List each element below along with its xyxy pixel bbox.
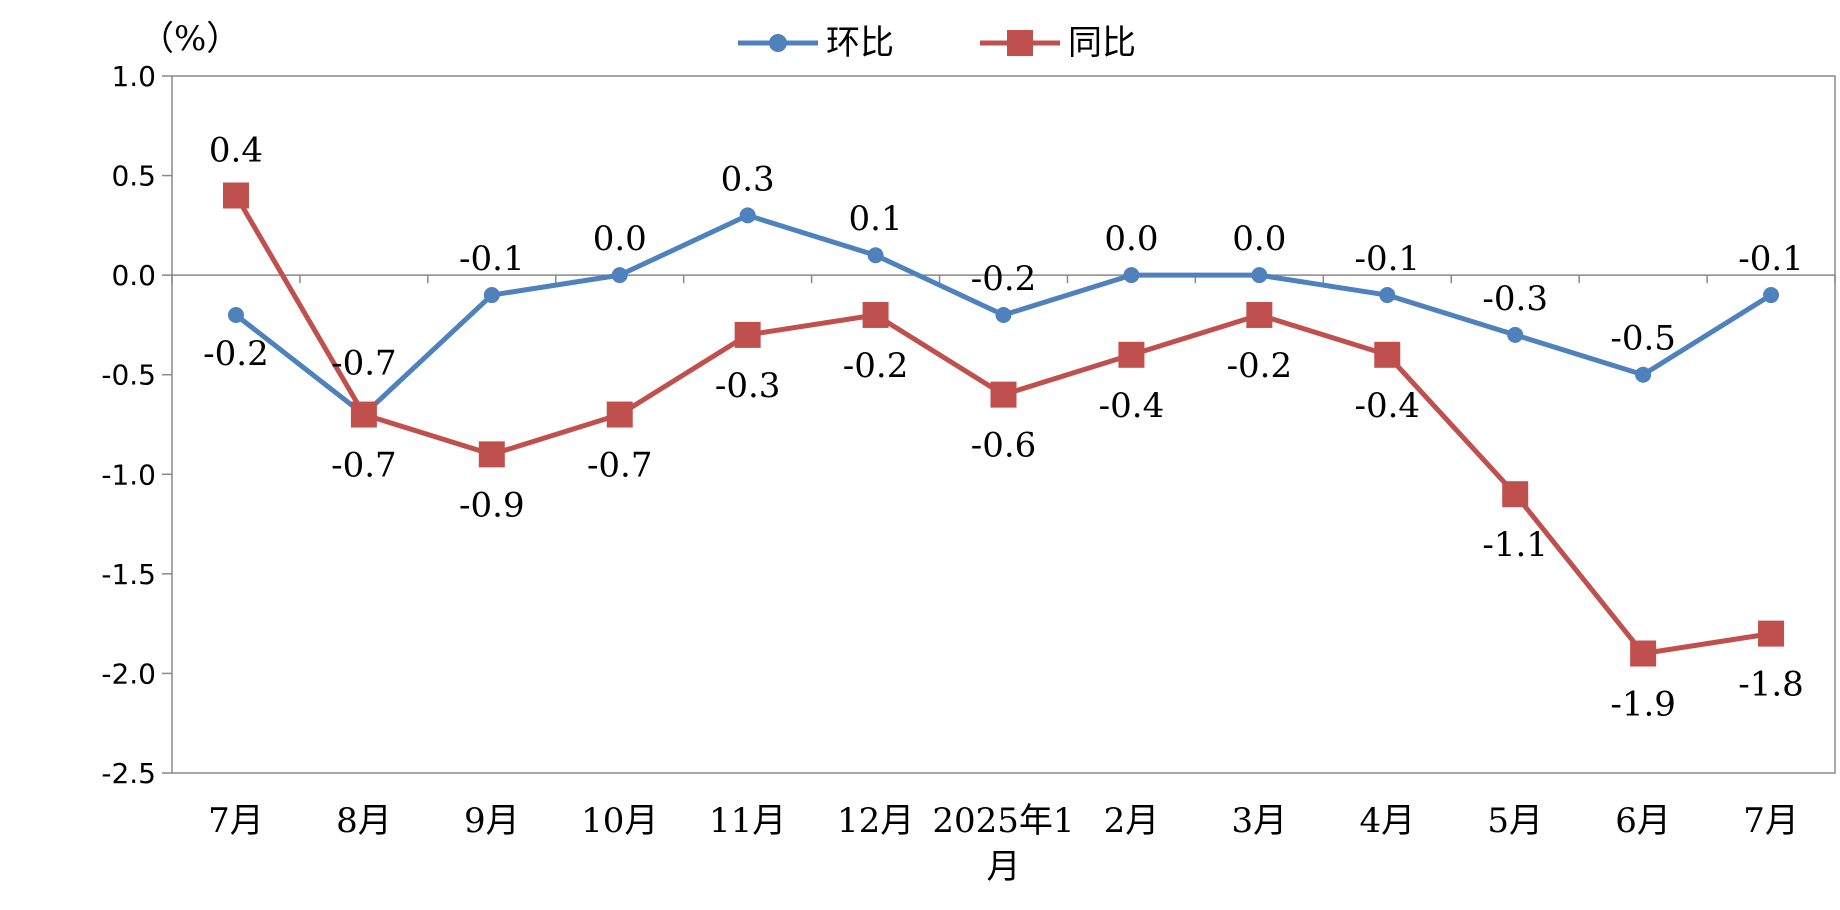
data-label-yoy: -0.4	[1354, 386, 1420, 426]
legend-marker-circle	[769, 34, 787, 52]
data-label-mom: 0.1	[849, 199, 903, 239]
data-point-mom	[611, 267, 628, 284]
data-label-yoy: -0.4	[1099, 386, 1165, 426]
data-point-mom	[1123, 267, 1140, 284]
data-point-yoy	[1502, 481, 1529, 508]
data-point-yoy	[1374, 341, 1401, 368]
data-point-mom	[1379, 287, 1396, 304]
data-point-yoy	[1630, 640, 1657, 667]
data-point-mom	[1763, 287, 1780, 304]
data-label-mom: -0.1	[1738, 239, 1804, 279]
data-label-mom: -0.2	[971, 259, 1037, 299]
data-point-yoy	[990, 381, 1017, 408]
y-tick-label: -2.0	[101, 657, 156, 690]
y-tick-label: -0.5	[101, 359, 156, 392]
data-point-mom	[1251, 267, 1268, 284]
data-point-yoy	[862, 301, 889, 328]
data-label-yoy: -0.3	[715, 366, 781, 406]
legend: 环比 同比	[738, 23, 1136, 63]
data-point-mom	[739, 207, 756, 224]
x-tick-label: 2025年1	[932, 801, 1074, 841]
data-point-mom	[1507, 326, 1524, 343]
data-point-yoy	[222, 182, 249, 209]
data-point-yoy	[1118, 341, 1145, 368]
data-label-yoy: -0.7	[331, 446, 397, 486]
data-label-yoy: -1.8	[1738, 665, 1804, 705]
data-label-mom: -0.1	[1354, 239, 1420, 279]
x-tick-label: 9月	[464, 801, 520, 841]
x-tick-label: 11月	[709, 801, 786, 841]
x-tick-label: 5月	[1487, 801, 1543, 841]
x-tick-label: 2月	[1104, 801, 1160, 841]
data-label-mom: 0.0	[593, 219, 647, 259]
x-tick-label: 10月	[581, 801, 658, 841]
data-label-yoy: -0.2	[843, 346, 909, 386]
legend-label: 同比	[1068, 23, 1136, 63]
data-label-mom: -0.7	[331, 344, 397, 384]
data-label-mom: 0.0	[1232, 219, 1286, 259]
data-label-mom: -0.5	[1610, 319, 1676, 359]
legend-label: 环比	[826, 23, 894, 63]
x-axis: 7月 8月 9月 10月 11月 12月 2025年1 月 2月 3月 4月 5月 6月 7月	[171, 274, 1836, 887]
x-tick-label: 7月	[208, 801, 264, 841]
data-point-mom	[227, 306, 244, 323]
data-label-yoy: -1.9	[1610, 685, 1676, 725]
x-tick-label: 6月	[1615, 801, 1671, 841]
data-label-yoy: -0.9	[459, 485, 525, 525]
data-point-yoy	[1758, 620, 1785, 647]
x-tick-label: 3月	[1232, 801, 1288, 841]
data-label-layer: -0.2 -0.7 -0.1 0.0 0.3 0.1 -0.2 0.0 0.0 -0.1 -0.3 -…	[203, 130, 1804, 724]
data-point-yoy	[350, 401, 377, 428]
data-label-mom: 0.3	[721, 159, 775, 199]
y-tick-label: -1.0	[101, 458, 156, 491]
series-layer	[222, 182, 1785, 667]
y-unit-label: （%）	[140, 19, 240, 59]
data-point-yoy	[734, 321, 761, 348]
x-tick-label: 7月	[1743, 801, 1799, 841]
y-axis: 1.0 0.5 0.0 -0.5 -1.0 -1.5 -2.0 -2.5	[101, 60, 172, 790]
data-label-yoy: -0.2	[1227, 346, 1293, 386]
y-tick-label: -2.5	[101, 757, 156, 790]
data-point-mom	[1635, 366, 1652, 383]
x-tick-label: 12月	[837, 801, 914, 841]
data-point-mom	[995, 306, 1012, 323]
legend-marker-square	[1007, 30, 1033, 56]
data-label-mom: -0.3	[1482, 279, 1548, 319]
data-label-yoy: 0.4	[209, 130, 263, 170]
y-tick-label: 0.5	[111, 160, 156, 193]
data-point-mom	[867, 247, 884, 264]
data-point-yoy	[1246, 301, 1273, 328]
y-tick-label: 1.0	[111, 60, 156, 93]
data-point-mom	[483, 287, 500, 304]
data-label-mom: 0.0	[1104, 219, 1158, 259]
x-tick-label: 4月	[1359, 801, 1415, 841]
x-tick-label: 8月	[336, 801, 392, 841]
y-tick-label: 0.0	[111, 259, 156, 292]
data-label-mom: -0.2	[203, 334, 269, 374]
data-label-yoy: -0.6	[971, 426, 1037, 466]
y-tick-label: -1.5	[101, 558, 156, 591]
plot-area	[171, 75, 1836, 774]
data-point-yoy	[478, 441, 505, 468]
data-label-mom: -0.1	[459, 239, 525, 279]
data-label-yoy: -0.7	[587, 446, 653, 486]
data-point-yoy	[606, 401, 633, 428]
x-tick-label: 月	[987, 847, 1021, 887]
data-label-yoy: -1.1	[1482, 525, 1548, 565]
